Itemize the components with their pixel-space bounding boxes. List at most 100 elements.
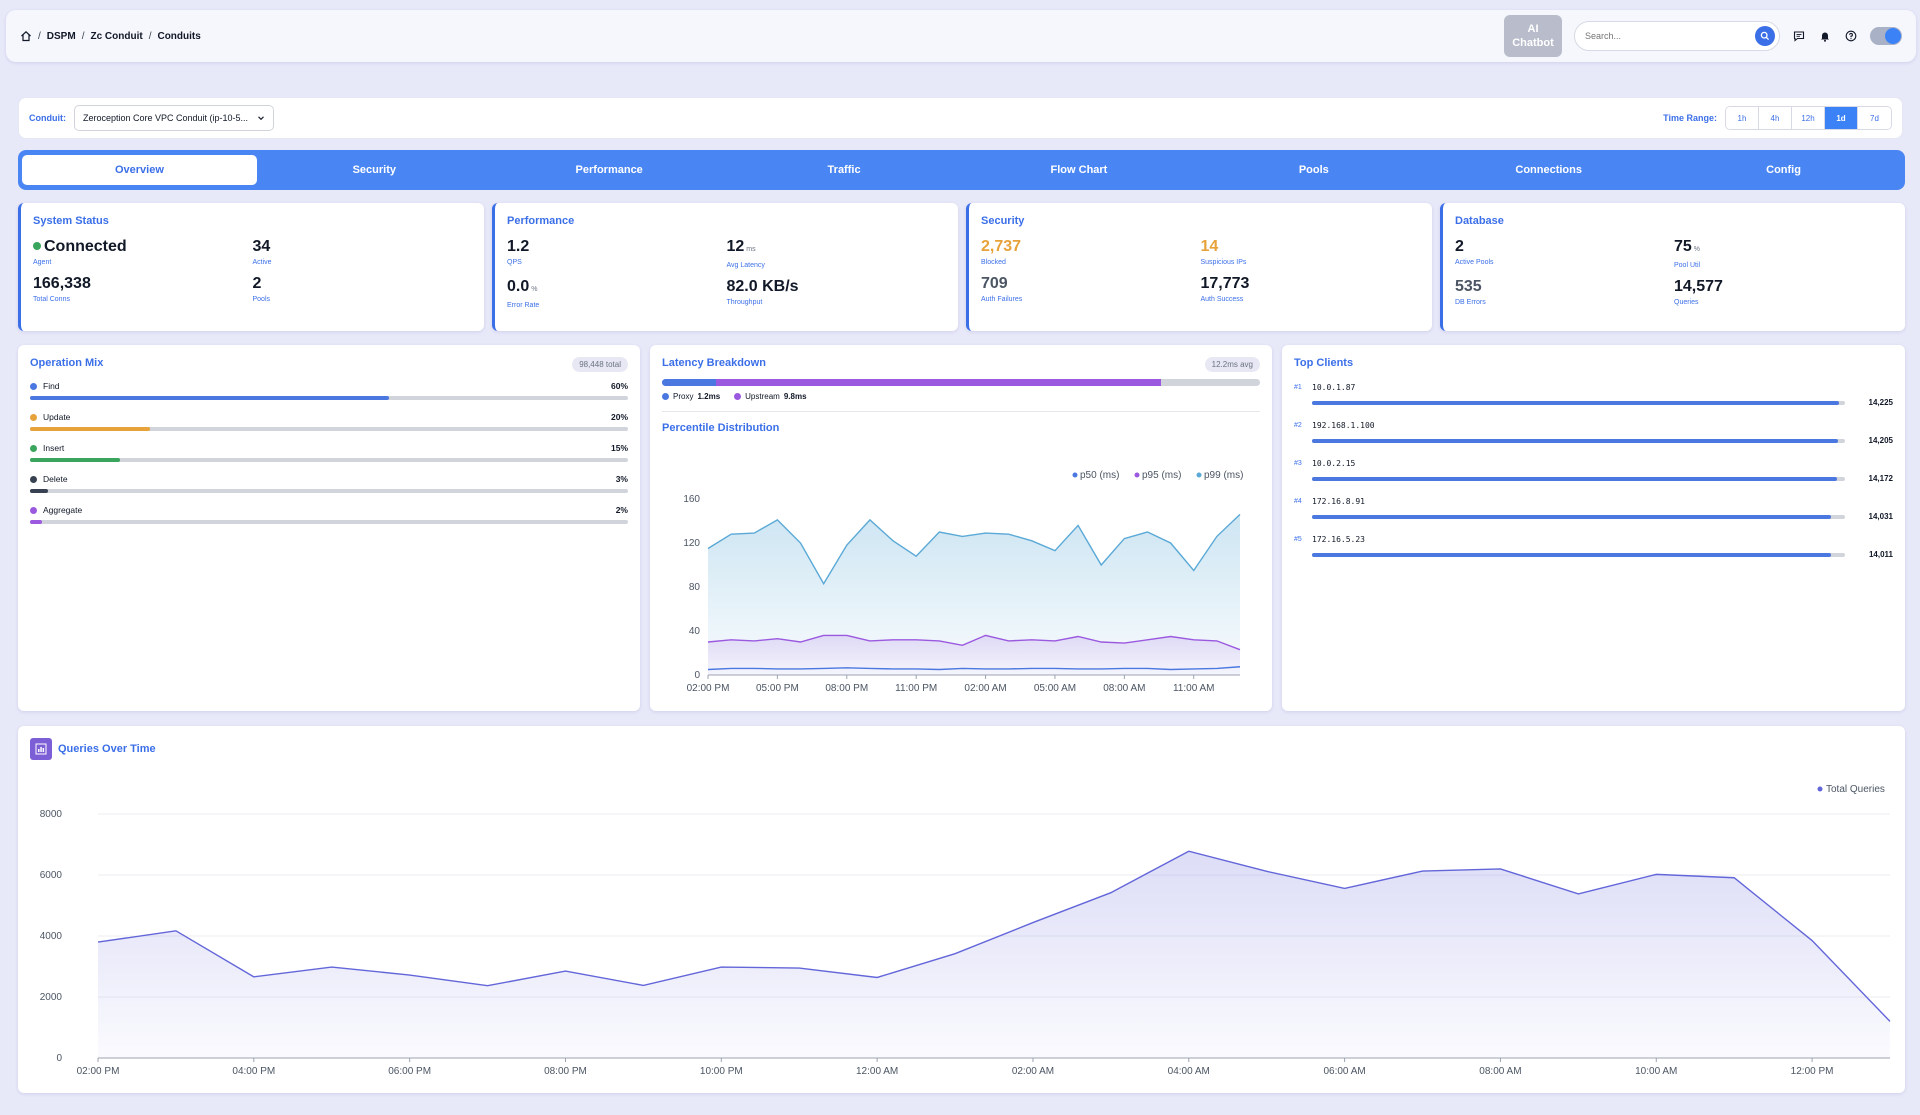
- operation-row: Find 60%: [30, 381, 628, 400]
- breadcrumb-item-zc-conduit[interactable]: Zc Conduit: [90, 30, 143, 42]
- latency-unit: ms: [746, 246, 756, 253]
- client-head: #4 172.16.8.91: [1294, 497, 1893, 506]
- search-icon: [1760, 31, 1770, 41]
- tab-performance[interactable]: Performance: [575, 164, 643, 176]
- performance-card: Performance 1.2 QPS 12 ms Avg Latency 0.0…: [492, 203, 958, 331]
- help-icon[interactable]: [1844, 29, 1858, 43]
- latency-label: Avg Latency: [726, 262, 765, 269]
- queries-value: 14,577: [1674, 278, 1723, 295]
- time-option-7d[interactable]: 7d: [1858, 107, 1891, 129]
- operation-dot-icon: [30, 506, 37, 514]
- proxy-legend: Proxy 1.2ms: [662, 392, 720, 401]
- system-status-card: System Status Connected Agent 34 Active …: [18, 203, 484, 331]
- breadcrumb-separator: /: [148, 30, 152, 42]
- total-conns-label: Total Conns: [33, 296, 70, 303]
- agent-label: Agent: [33, 259, 52, 266]
- tab-flow-chart[interactable]: Flow Chart: [1050, 164, 1108, 176]
- legend-label: Total Queries: [1826, 784, 1885, 795]
- tab-overview[interactable]: Overview: [22, 155, 257, 185]
- pools-label: Pools: [252, 296, 271, 303]
- pool-util-value: 75: [1674, 238, 1692, 255]
- operation-pct: 3%: [615, 474, 628, 484]
- breadcrumb-item-dspm[interactable]: DSPM: [46, 30, 76, 42]
- panel-header: Queries Over Time: [30, 738, 1893, 760]
- client-rank: #5: [1294, 536, 1302, 543]
- theme-toggle[interactable]: [1870, 27, 1902, 45]
- y-tick-label: 4000: [40, 931, 63, 942]
- client-item[interactable]: #1 10.0.1.87 14,225: [1294, 383, 1893, 407]
- operation-list: Find 60% Update 20% Insert 15% Delete 3% Aggrega…: [30, 381, 628, 524]
- breadcrumb-item-conduits: Conduits: [157, 30, 201, 42]
- throughput-value: 82.0 KB/s: [726, 278, 799, 295]
- home-icon[interactable]: [20, 30, 32, 42]
- tab-pools[interactable]: Pools: [1298, 164, 1329, 176]
- tab-security[interactable]: Security: [352, 164, 397, 176]
- active-pools-label: Active Pools: [1455, 259, 1494, 266]
- conduit-select[interactable]: Zeroception Core VPC Conduit (ip-10-5...: [73, 105, 274, 131]
- percentile-section: Percentile Distribution: [662, 411, 1260, 434]
- tab-config[interactable]: Config: [1766, 164, 1801, 176]
- operation-fill: [30, 520, 42, 524]
- time-option-1h[interactable]: 1h: [1726, 107, 1759, 129]
- error-rate-unit: %: [531, 286, 538, 293]
- time-option-1d[interactable]: 1d: [1825, 107, 1858, 129]
- time-option-12h[interactable]: 12h: [1792, 107, 1825, 129]
- client-item[interactable]: #4 172.16.8.91 14,031: [1294, 497, 1893, 521]
- client-count: 14,031: [1868, 512, 1893, 521]
- upstream-dot-icon: [734, 393, 742, 400]
- proxy-segment: [662, 379, 717, 386]
- client-count: 14,011: [1868, 550, 1893, 559]
- bell-icon[interactable]: [1818, 29, 1832, 43]
- card-title: Performance: [507, 215, 575, 227]
- operation-mix-panel: Operation Mix 98,448 total Find 60% Update…: [18, 345, 640, 711]
- operation-row: Insert 15%: [30, 443, 628, 462]
- client-head: #3 10.0.2.15: [1294, 459, 1893, 468]
- tab-bar: Overview Security Performance Traffic Fl…: [18, 150, 1905, 190]
- operation-name: Update: [43, 412, 71, 422]
- security-card: Security 2,737 Blocked 14 Suspicious IPs…: [966, 203, 1432, 331]
- client-head: #5 172.16.5.23: [1294, 535, 1893, 544]
- client-item[interactable]: #5 172.16.5.23 14,011: [1294, 535, 1893, 559]
- card-title: System Status: [33, 215, 109, 227]
- auth-failures-value: 709: [981, 275, 1008, 292]
- time-range-options: 1h 4h 12h 1d 7d: [1725, 106, 1892, 130]
- series-line: [707, 634, 1241, 651]
- queries-over-time-panel: Queries Over Time 0 2000 4000 6000 8000 02:00…: [18, 726, 1905, 1093]
- ai-chatbot-button[interactable]: AI Chatbot: [1504, 15, 1562, 57]
- queries-label: Queries: [1674, 299, 1699, 306]
- client-item[interactable]: #3 10.0.2.15 14,172: [1294, 459, 1893, 483]
- search-input[interactable]: [1585, 31, 1755, 41]
- db-errors-value: 535: [1455, 278, 1482, 295]
- client-item[interactable]: #2 192.168.1.100 14,205: [1294, 421, 1893, 445]
- pools-value: 2: [252, 275, 262, 292]
- tab-traffic[interactable]: Traffic: [827, 164, 861, 176]
- search-button[interactable]: [1755, 26, 1775, 46]
- client-ip: 10.0.1.87: [1312, 383, 1356, 392]
- x-tick-label: 10:00 AM: [1635, 1066, 1677, 1077]
- upstream-value: 9.8ms: [783, 392, 807, 401]
- operation-pct: 60%: [610, 381, 628, 391]
- x-tick-label: 05:00 AM: [1034, 683, 1076, 694]
- legend-label: p50 (ms): [1080, 470, 1119, 481]
- x-tick-label: 04:00 PM: [232, 1066, 275, 1077]
- proxy-dot-icon: [662, 393, 669, 400]
- panel-title: Queries Over Time: [58, 743, 156, 755]
- x-tick-label: 05:00 PM: [756, 683, 799, 694]
- pools-stat: 2 Pools: [253, 274, 473, 303]
- time-option-4h[interactable]: 4h: [1759, 107, 1792, 129]
- chat-icon[interactable]: [1792, 29, 1806, 43]
- operation-track: [30, 427, 628, 431]
- tab-connections[interactable]: Connections: [1515, 164, 1582, 176]
- card-title: Security: [981, 215, 1025, 227]
- x-tick-label: 12:00 AM: [856, 1066, 898, 1077]
- panel-title: Operation Mix: [30, 357, 104, 369]
- client-bar-wrap: 14,225: [1294, 398, 1893, 407]
- client-rank: #3: [1294, 460, 1302, 467]
- x-tick-label: 04:00 AM: [1168, 1066, 1210, 1077]
- legend-dot: [1072, 472, 1078, 478]
- client-fill: [1312, 400, 1839, 405]
- db-errors-label: DB Errors: [1455, 299, 1486, 306]
- x-tick-label: 08:00 AM: [1479, 1066, 1521, 1077]
- operation-head: Update 20%: [30, 412, 628, 422]
- operation-dot-icon: [30, 413, 37, 421]
